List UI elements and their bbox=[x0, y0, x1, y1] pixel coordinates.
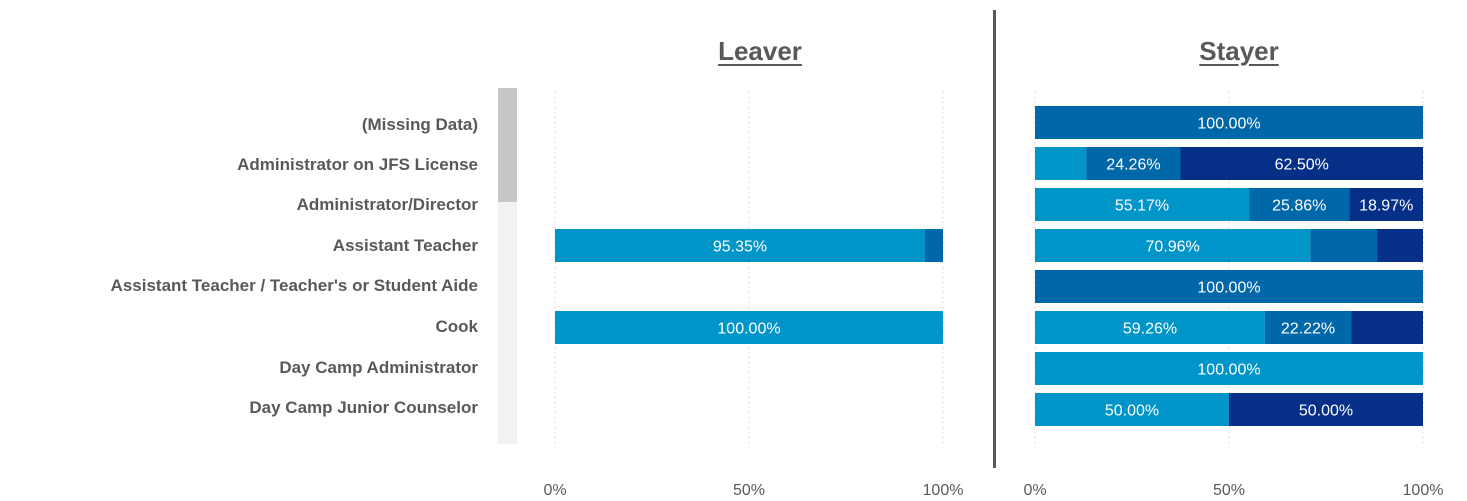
stayer-data-label-r5-s1: 22.22% bbox=[1281, 321, 1335, 338]
stayer-data-label-r7-s1: 50.00% bbox=[1299, 403, 1353, 420]
stayer-data-label-r7-s0: 50.00% bbox=[1105, 403, 1159, 420]
leaver-data-label-r3-s0: 95.35% bbox=[713, 239, 767, 256]
stayer-bar-r3-s0 bbox=[1035, 229, 1311, 262]
stayer-bar-r1-s0 bbox=[1035, 147, 1087, 180]
leaver-tick-label-1: 50% bbox=[733, 482, 765, 499]
panel-divider bbox=[993, 10, 996, 468]
stayer-bar-r1-s1 bbox=[1086, 147, 1181, 180]
leaver-bar-r3-s0 bbox=[555, 229, 925, 262]
scrollbar-thumb[interactable] bbox=[498, 88, 517, 202]
stayer-tick-label-1: 50% bbox=[1213, 482, 1245, 499]
row-label-assistant-teacher-aide: Assistant Teacher / Teacher's or Student… bbox=[110, 276, 478, 295]
leaver-tick-label-2: 100% bbox=[923, 482, 964, 499]
stayer-bar-r4-s0 bbox=[1035, 270, 1423, 303]
stayer-data-label-r4-s0: 100.00% bbox=[1197, 280, 1260, 297]
stayer-data-label-r3-s0: 70.96% bbox=[1146, 239, 1200, 256]
stayer-data-label-r2-s1: 25.86% bbox=[1272, 198, 1326, 215]
stayer-tick-label-0: 0% bbox=[1023, 482, 1046, 499]
row-label-administrator-jfs: Administrator on JFS License bbox=[237, 155, 478, 174]
stayer-bar-r6-s0 bbox=[1035, 352, 1423, 385]
stayer-tick-label-2: 100% bbox=[1403, 482, 1444, 499]
stayer-bar-r2-s1 bbox=[1249, 188, 1350, 221]
panel-title-leaver: Leaver bbox=[718, 36, 802, 66]
stayer-bar-r1-s2 bbox=[1180, 147, 1423, 180]
row-label-cook: Cook bbox=[435, 317, 479, 336]
leaver-bar-r5-s0 bbox=[555, 311, 943, 344]
stayer-data-label-r0-s0: 100.00% bbox=[1197, 116, 1260, 133]
panel-title-stayer: Stayer bbox=[1199, 36, 1279, 66]
row-label-missing-data: (Missing Data) bbox=[361, 115, 478, 134]
stayer-bar-r7-s0 bbox=[1035, 393, 1229, 426]
row-label-day-camp-junior-counselor: Day Camp Junior Counselor bbox=[249, 398, 478, 417]
stayer-bar-r3-s1 bbox=[1310, 229, 1378, 262]
stayer-bar-r5-s2 bbox=[1351, 311, 1423, 344]
stayer-bar-r2-s2 bbox=[1349, 188, 1423, 221]
stayer-data-label-r5-s0: 59.26% bbox=[1123, 321, 1177, 338]
stayer-bar-r0-s0 bbox=[1035, 106, 1423, 139]
stayer-data-label-r1-s1: 24.26% bbox=[1106, 157, 1160, 174]
stayer-bar-r5-s1 bbox=[1264, 311, 1352, 344]
stayer-bar-r7-s1 bbox=[1229, 393, 1423, 426]
stayer-data-label-r6-s0: 100.00% bbox=[1197, 362, 1260, 379]
stayer-data-label-r1-s2: 62.50% bbox=[1275, 157, 1329, 174]
stayer-data-label-r2-s0: 55.17% bbox=[1115, 198, 1169, 215]
row-label-assistant-teacher: Assistant Teacher bbox=[332, 236, 478, 255]
leaver-tick-label-0: 0% bbox=[543, 482, 566, 499]
stayer-bar-r5-s0 bbox=[1035, 311, 1265, 344]
leaver-bar-r3-s1 bbox=[924, 229, 943, 262]
row-label-administrator-director: Administrator/Director bbox=[296, 195, 478, 214]
row-label-day-camp-administrator: Day Camp Administrator bbox=[279, 358, 478, 377]
stayer-bar-r3-s2 bbox=[1377, 229, 1423, 262]
stayer-data-label-r2-s2: 18.97% bbox=[1359, 198, 1413, 215]
leaver-data-label-r5-s0: 100.00% bbox=[717, 321, 780, 338]
stayer-bar-r2-s0 bbox=[1035, 188, 1250, 221]
